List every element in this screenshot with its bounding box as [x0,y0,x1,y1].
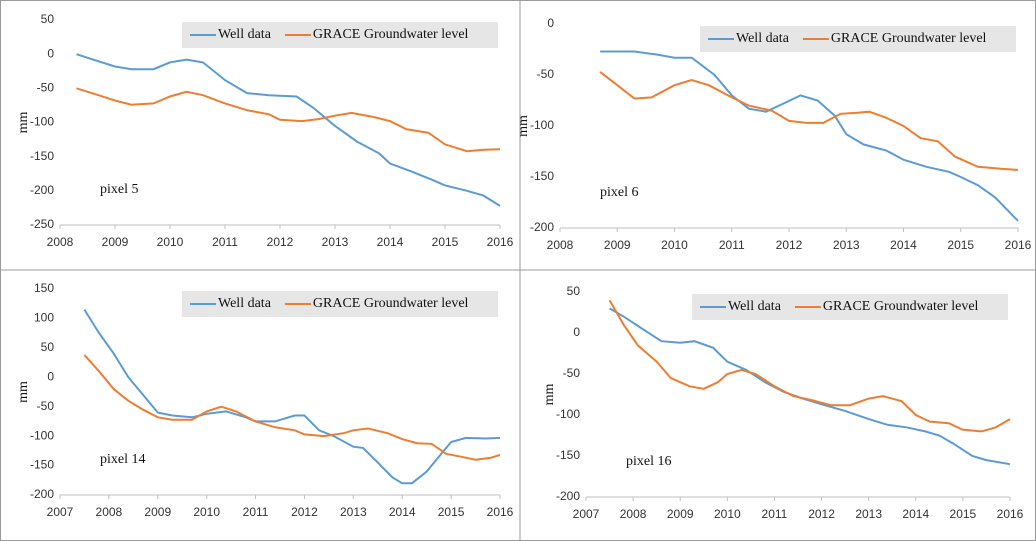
y-tick-label: 50 [567,284,581,298]
legend-label: Well data [218,296,272,311]
x-tick-label: 2012 [808,507,835,521]
y-tick-label: -250 [30,217,54,231]
y-tick-label: -100 [556,407,580,421]
x-tick-label: 2010 [714,507,741,521]
x-tick-label: 2014 [377,235,404,249]
x-tick-label: 2012 [776,238,803,252]
x-tick-label: 2010 [157,235,184,249]
y-tick-label: 0 [47,46,54,60]
y-tick-label: -100 [530,118,554,132]
y-tick-label: 100 [34,311,54,325]
data-line [83,354,501,461]
data-line [76,87,501,153]
panel: -250 -200 -150 -100 -50 0 50 2008 2009 2010 2011 20… [16,12,513,249]
y-tick-label: 50 [41,340,55,354]
x-tick-label: 2015 [432,235,459,249]
x-tick-label: 2011 [762,507,788,521]
y-tick-label: -100 [30,428,54,442]
x-tick-label: 2013 [340,505,367,519]
y-axis-label: mm [542,384,557,406]
x-tick-label: 2011 [243,505,269,519]
annotation: pixel 5 [100,182,139,197]
x-tick-label: 2012 [291,505,318,519]
x-tick-label: 2015 [950,507,977,521]
x-tick-label: 2008 [96,505,123,519]
x-tick-label: 2013 [833,238,860,252]
data-line [608,299,1011,433]
y-tick-label: 50 [41,12,55,26]
x-tick-label: 2012 [267,235,294,249]
legend-box [692,294,1008,320]
y-tick-label: -150 [530,169,554,183]
x-tick-label: 2015 [438,505,465,519]
x-tick-label: 2011 [719,238,745,252]
y-tick-label: -50 [563,366,581,380]
y-tick-label: -150 [30,149,54,163]
x-tick-label: 2013 [322,235,349,249]
legend-label: Well data [736,31,790,46]
x-tick-label: 2008 [547,238,574,252]
x-tick-label: 2009 [604,238,631,252]
y-axis-label: mm [516,115,531,137]
annotation: pixel 16 [626,454,672,469]
y-tick-label: -100 [30,115,54,129]
legend-label: GRACE Groundwater level [823,299,979,314]
y-tick-label: -150 [30,458,54,472]
data-line [599,71,1019,171]
legend-label: Well data [218,27,272,42]
y-tick-label: -200 [30,183,54,197]
x-tick-label: 2010 [661,238,688,252]
annotation: pixel 6 [600,185,639,200]
y-tick-label: -50 [37,399,55,413]
panel: -200 -150 -100 -50 0 2008 2009 2010 2011 2012 2013… [516,16,1031,252]
legend-box [182,291,498,317]
y-tick-label: 0 [547,16,554,30]
panel: -200 -150 -100 -50 0 50 100 150 2007 2008 2009 2010… [16,281,513,519]
y-tick-label: -150 [556,448,580,462]
data-line [76,53,501,207]
x-tick-label: 2011 [212,235,238,249]
y-tick-label: -200 [556,489,580,503]
x-tick-label: 2014 [389,505,416,519]
x-tick-label: 2009 [667,507,694,521]
x-tick-label: 2016 [1005,238,1032,252]
x-tick-label: 2016 [487,505,514,519]
y-tick-label: 0 [47,369,54,383]
annotation: pixel 14 [100,452,146,467]
y-tick-label: 150 [34,281,54,295]
legend-label: Well data [728,299,782,314]
x-tick-label: 2008 [47,235,74,249]
x-tick-label: 2007 [47,505,74,519]
x-tick-label: 2014 [890,238,917,252]
y-axis-label: mm [16,112,31,134]
x-tick-label: 2014 [902,507,929,521]
x-tick-label: 2016 [487,235,514,249]
y-tick-label: -50 [37,81,55,95]
x-tick-label: 2015 [947,238,974,252]
x-tick-label: 2009 [102,235,129,249]
y-tick-label: -200 [30,487,54,501]
data-line [83,309,501,485]
legend-label: GRACE Groundwater level [831,31,987,46]
x-tick-label: 2016 [997,507,1024,521]
panel: -200 -150 -100 -50 0 50 2007 2008 2009 2010 2011 20… [542,284,1023,521]
legend-label: GRACE Groundwater level [313,296,469,311]
legend-label: GRACE Groundwater level [313,27,469,42]
y-tick-label: 0 [573,325,580,339]
x-tick-label: 2013 [855,507,882,521]
x-tick-label: 2010 [193,505,220,519]
data-line [600,50,1019,222]
data-line [609,307,1011,466]
legend-box [182,22,498,48]
x-tick-label: 2008 [620,507,647,521]
x-tick-label: 2007 [573,507,600,521]
legend-box [700,26,1016,52]
y-tick-label: -200 [530,220,554,234]
y-axis-label: mm [16,381,31,403]
y-tick-label: -50 [537,67,555,81]
x-tick-label: 2009 [144,505,171,519]
